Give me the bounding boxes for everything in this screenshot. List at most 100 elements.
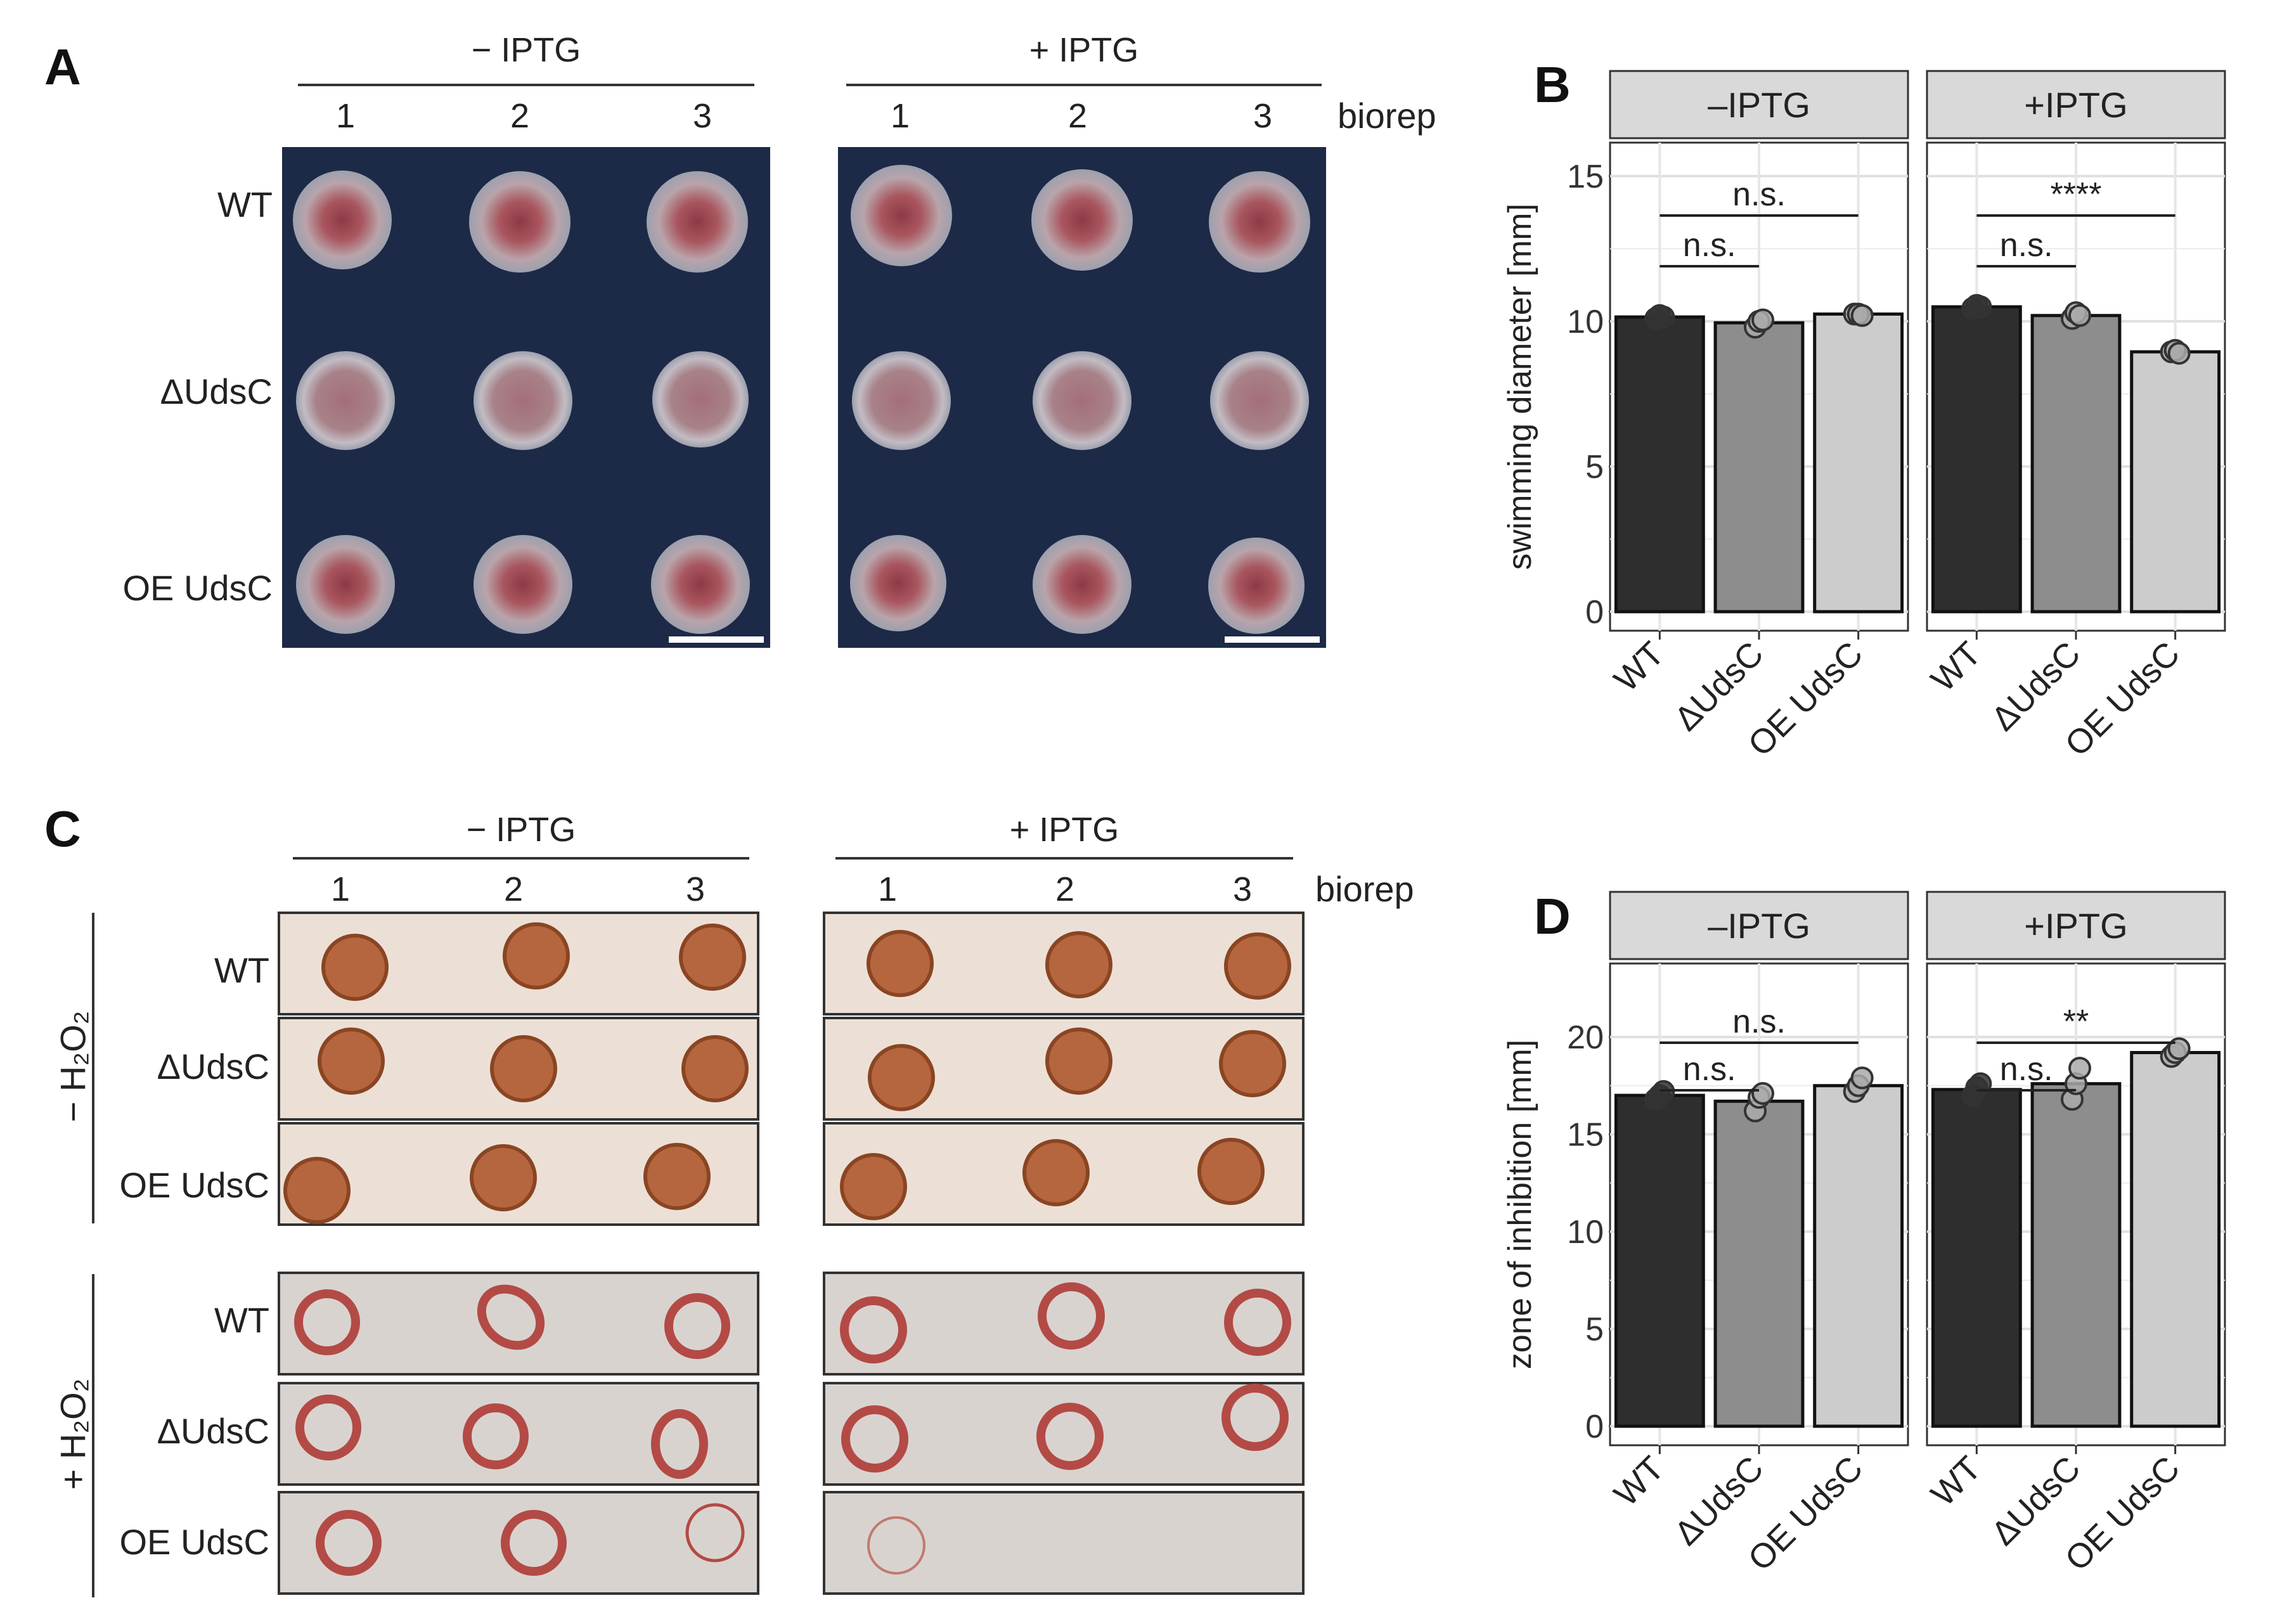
inhibition-ring — [477, 1284, 545, 1350]
significance-label: n.s. — [2000, 1051, 2053, 1088]
panel-c-minus-iptg-rule — [293, 857, 749, 860]
data-point — [1751, 308, 1774, 332]
inhibition-ring — [1221, 1384, 1289, 1451]
panel-a-minus-iptg-plate — [282, 147, 770, 648]
panel-c-row-wt-1: WT — [214, 950, 269, 990]
panel-c-plus-h2o2-minus-iptg-strips — [278, 1272, 759, 1595]
panel-a-biorep-3-minus: 3 — [692, 97, 712, 135]
significance-label: n.s. — [1732, 176, 1786, 213]
disk — [643, 1143, 711, 1210]
y-tick-label: 15 — [1567, 1116, 1604, 1153]
x-tick-label: WT — [1924, 635, 1988, 699]
inhibition-ring — [1038, 1282, 1105, 1350]
facet-label: –IPTG — [1708, 85, 1810, 125]
panel-c-minus-iptg-header: − IPTG — [466, 811, 576, 849]
x-tick-label: WT — [1924, 1449, 1988, 1514]
data-point — [1850, 1066, 1874, 1090]
disk — [503, 922, 570, 989]
inhibition-ring — [867, 1516, 925, 1575]
panel-label-c: C — [44, 801, 81, 857]
colony — [296, 535, 395, 634]
panel-a-biorep-label: biorep — [1337, 96, 1436, 136]
colony — [652, 351, 749, 448]
significance-label: n.s. — [2000, 227, 2053, 264]
significance-label: n.s. — [1732, 1003, 1786, 1040]
panel-a-row-dudsc: ΔUdsC — [160, 371, 273, 411]
facet-strip — [1926, 70, 2226, 139]
colony — [1033, 351, 1131, 450]
significance-label: **** — [2051, 176, 2102, 213]
panel-a-plus-iptg-header: + IPTG — [1029, 31, 1139, 69]
inhibition-ring — [651, 1409, 708, 1479]
y-tick-label: 15 — [1567, 158, 1604, 195]
y-tick-label: 20 — [1567, 1019, 1604, 1056]
panel-c-biorep-2-minus: 2 — [503, 870, 524, 908]
colony — [850, 535, 946, 631]
y-tick-label: 5 — [1585, 449, 1604, 486]
colony — [474, 351, 572, 450]
scale-bar — [1225, 636, 1320, 643]
panel-b-chart: swimming diameter [mm]051015–IPTGWTΔUdsC… — [1502, 70, 2226, 764]
inhibition-ring — [316, 1510, 382, 1576]
data-point — [1850, 304, 1874, 327]
panel-c-row-oe-udsc-1: OE UdsC — [119, 1165, 270, 1205]
bar — [2130, 1051, 2221, 1428]
panel-label-b: B — [1534, 56, 1571, 113]
disk — [1045, 1028, 1112, 1095]
panel-label-a: A — [44, 39, 81, 95]
disk — [679, 924, 746, 991]
inhibition-ring — [463, 1403, 529, 1469]
bar — [2030, 314, 2122, 614]
panel-a-plus-iptg-rule — [846, 84, 1322, 86]
inhibition-ring — [841, 1405, 908, 1473]
panel-c-row-oe-udsc-2: OE UdsC — [119, 1522, 270, 1562]
colony — [651, 535, 750, 634]
data-point — [2167, 342, 2191, 365]
bar — [1813, 312, 1904, 614]
facet-strip — [1609, 70, 1909, 139]
bar — [1713, 321, 1805, 614]
panel-a-minus-iptg-header: − IPTG — [471, 31, 581, 69]
minus-h2o2-label: − H₂O₂ — [53, 1010, 93, 1123]
significance-label: n.s. — [1683, 227, 1736, 264]
panel-c-row-dudsc-1: ΔUdsC — [157, 1047, 269, 1086]
bar — [1713, 1099, 1805, 1428]
disk — [1022, 1139, 1090, 1206]
panel-a-biorep-2-minus: 2 — [510, 97, 530, 135]
y-tick-label: 0 — [1585, 594, 1604, 631]
panel-c-biorep-3-minus: 3 — [685, 870, 706, 908]
facet-label: +IPTG — [2024, 85, 2127, 125]
data-point — [2068, 1057, 2091, 1080]
agar-strip — [278, 1491, 759, 1595]
agar-strip — [823, 1491, 1305, 1595]
colony — [1209, 171, 1310, 273]
panel-d-chart: zone of inhibition [mm]05101520–IPTGWTΔU… — [1502, 891, 2226, 1578]
disk — [321, 934, 389, 1001]
colony — [851, 165, 952, 266]
panel-c-biorep-1-minus: 1 — [330, 870, 351, 908]
inhibition-ring — [295, 1395, 361, 1460]
panel-a-biorep-2-plus: 2 — [1067, 97, 1088, 135]
y-axis-title: swimming diameter [mm] — [1502, 203, 1538, 570]
panel-a-biorep-3-plus: 3 — [1253, 97, 1273, 135]
colony — [852, 351, 951, 450]
significance-label: ** — [2063, 1003, 2089, 1040]
panel-c-plus-iptg-rule — [835, 857, 1293, 860]
colony — [1031, 169, 1133, 271]
colony — [474, 535, 572, 634]
bar — [1931, 305, 2022, 614]
minus-h2o2-bracket — [92, 913, 94, 1223]
data-point — [1969, 295, 1992, 319]
inhibition-ring — [664, 1293, 730, 1359]
panel-c-biorep-label: biorep — [1315, 869, 1414, 909]
bar — [1813, 1084, 1904, 1428]
inhibition-ring — [1036, 1403, 1104, 1470]
inhibition-ring — [1224, 1289, 1291, 1356]
inhibition-ring — [294, 1289, 360, 1355]
y-tick-label: 0 — [1585, 1408, 1604, 1445]
plus-h2o2-bracket — [92, 1274, 94, 1597]
colony — [469, 171, 570, 273]
inhibition-ring — [840, 1296, 907, 1363]
disk — [681, 1035, 749, 1102]
colony — [647, 171, 748, 273]
